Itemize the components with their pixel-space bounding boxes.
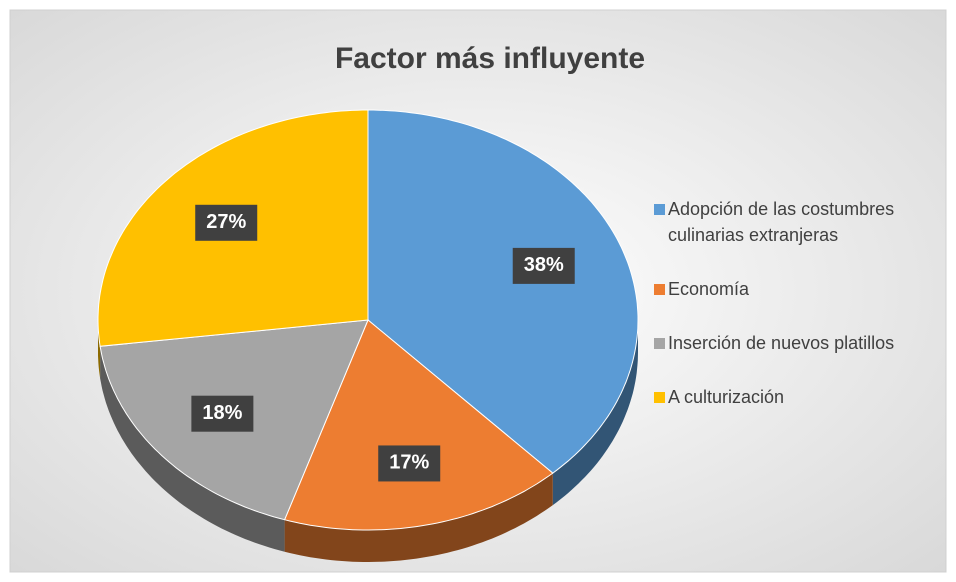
legend-swatch: [654, 204, 665, 215]
legend-swatch: [654, 392, 665, 403]
legend-entry: A culturización: [648, 384, 948, 410]
data-label: 27%: [206, 211, 246, 233]
legend: Adopción de las costumbres culinarias ex…: [648, 196, 948, 438]
legend-entry: Inserción de nuevos platillos: [648, 330, 948, 356]
pie-slice-side: [284, 473, 553, 562]
pie: 38% 17% 18% 27%: [97, 109, 639, 562]
legend-label: Inserción de nuevos platillos: [668, 333, 895, 353]
pie-slice-side: [100, 346, 285, 552]
data-label-box: [195, 204, 258, 241]
legend-entry: Adopción de las costumbres culinarias ex…: [648, 196, 948, 248]
data-label-box: [512, 247, 575, 284]
data-label: 18%: [202, 402, 242, 424]
data-label: 17%: [389, 452, 429, 474]
data-label: 38%: [524, 254, 564, 276]
data-label-box: [378, 445, 441, 482]
pie-slice: [283, 319, 554, 531]
pie-slice-side: [552, 320, 638, 506]
chart-title: Factor más influyente: [335, 42, 645, 75]
data-label-box: [191, 395, 254, 432]
pie-slice: [367, 109, 639, 474]
legend-swatch: [654, 284, 665, 295]
legend-entry: Economía: [648, 276, 948, 302]
legend-label: A culturización: [668, 387, 785, 407]
legend-label: Economía: [668, 279, 750, 299]
legend-label: Adopción de las costumbres culinarias ex…: [668, 199, 895, 245]
legend-swatch: [654, 338, 665, 349]
